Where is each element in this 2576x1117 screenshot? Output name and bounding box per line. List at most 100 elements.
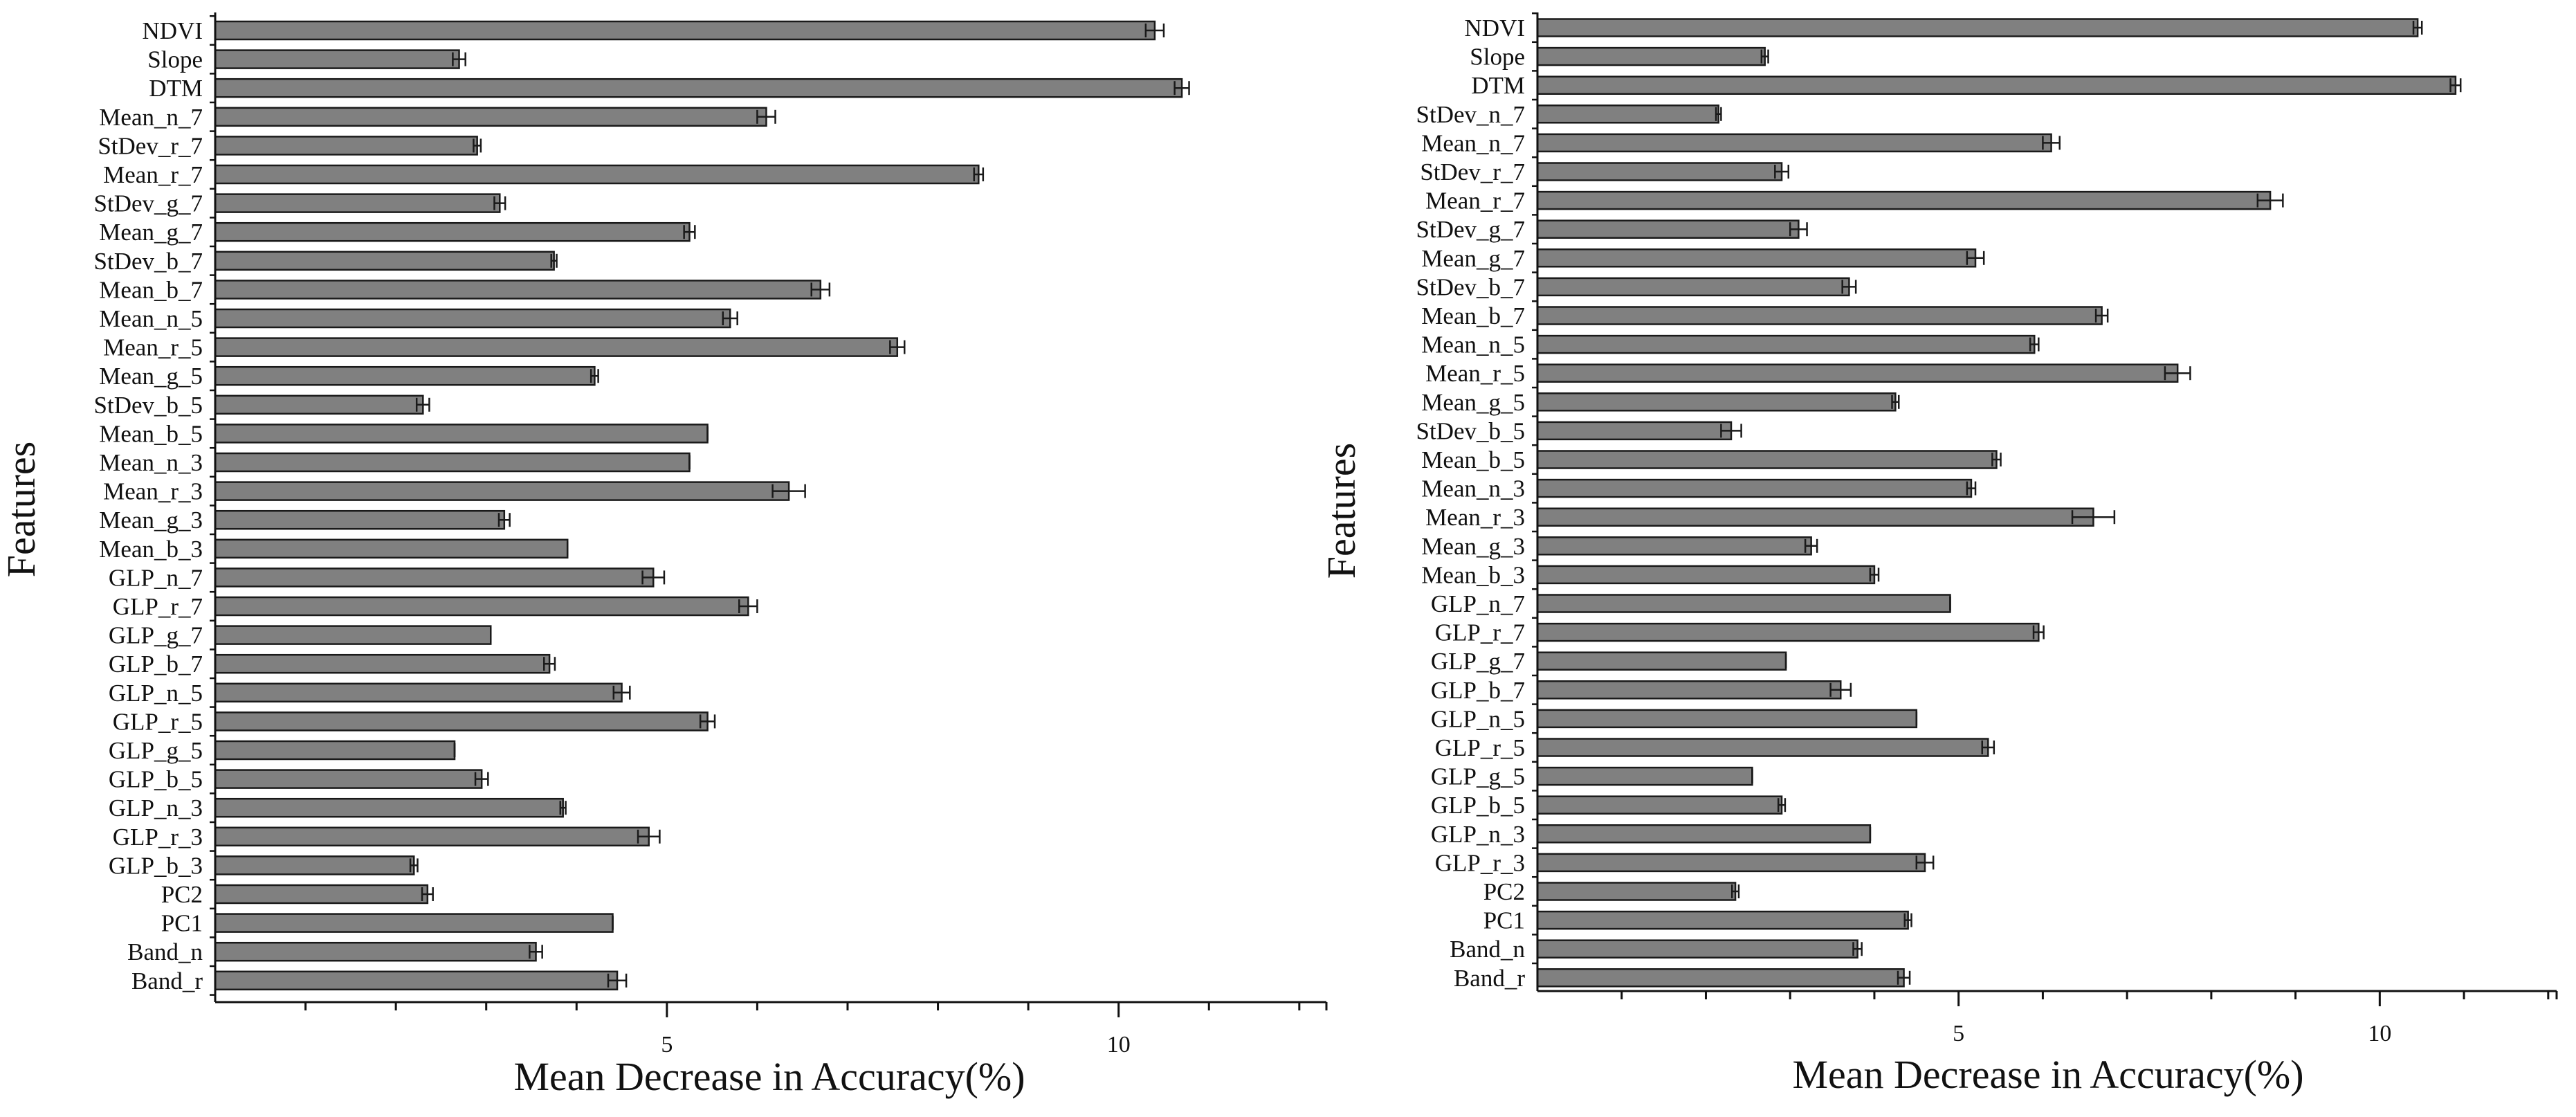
error-bar-GLP_r_5: [699, 714, 716, 729]
error-bar-GLP_r_7: [738, 599, 758, 613]
error-bar-Mean_r_3: [2071, 510, 2116, 525]
feature-label-GLP_n_7: GLP_n_7: [109, 564, 203, 591]
bar-GLP_r_7: [1536, 622, 2040, 642]
error-bar-Band_n: [1852, 942, 1863, 956]
feature-label-Band_n: Band_n: [1450, 936, 1525, 963]
feature-label-StDev_g_7: StDev_g_7: [1416, 216, 1526, 243]
feature-label-StDev_b_7: StDev_b_7: [1416, 273, 1526, 300]
bar-PC1: [214, 913, 614, 933]
bar-StDev_b_7: [1536, 277, 1850, 297]
feature-label-GLP_g_7: GLP_g_7: [1431, 648, 1525, 675]
error-bar-PC2: [1730, 884, 1740, 898]
bar-GLP_r_5: [1536, 738, 1989, 757]
bar-Mean_n_3: [1536, 478, 1973, 498]
error-bar-Mean_g_7: [683, 225, 696, 239]
error-bar-Mean_g_7: [1966, 251, 1985, 265]
bar-Mean_n_5: [214, 308, 731, 329]
bar-GLP_n_5: [1536, 709, 1918, 729]
feature-label-GLP_b_7: GLP_b_7: [1431, 677, 1525, 704]
error-bar-Mean_r_3: [771, 484, 806, 498]
bar-Mean_b_3: [1536, 565, 1876, 585]
error-bar-Mean_r_7: [973, 167, 985, 181]
error-bar-Mean_n_5: [722, 311, 738, 325]
bar-GLP_n_3: [214, 797, 564, 818]
bar-Mean_g_5: [1536, 392, 1897, 412]
feature-label-Mean_r_7: Mean_r_7: [1425, 188, 1525, 215]
chart-panel-1: NDVISlopeDTMMean_n_7StDev_r_7Mean_r_7StD…: [0, 12, 1328, 1099]
error-bar-StDev_g_7: [1789, 222, 1808, 237]
bar-PC1: [1536, 910, 1909, 930]
feature-label-Band_r: Band_r: [131, 968, 203, 995]
error-bar-StDev_b_5: [1720, 424, 1742, 438]
error-bar-Mean_b_7: [2094, 309, 2109, 323]
feature-label-GLP_b_3: GLP_b_3: [109, 852, 203, 879]
bar-GLP_g_5: [214, 740, 456, 761]
error-bar-GLP_r_7: [2032, 625, 2045, 639]
bar-Mean_r_7: [214, 164, 980, 185]
error-bar-NDVI: [2412, 21, 2423, 35]
feature-label-Mean_g_3: Mean_g_3: [99, 507, 203, 534]
feature-label-GLP_b_7: GLP_b_7: [109, 651, 203, 678]
bar-Mean_b_7: [1536, 306, 2103, 325]
bar-Mean_n_7: [214, 107, 767, 127]
error-bar-Slope: [1760, 49, 1769, 64]
error-bar-PC2: [421, 887, 434, 901]
feature-label-DTM: DTM: [149, 75, 203, 102]
bar-Mean_b_3: [214, 538, 569, 559]
feature-label-GLP_g_5: GLP_g_5: [1431, 763, 1525, 790]
bar-StDev_b_5: [1536, 421, 1733, 441]
error-bar-Mean_n_7: [2042, 136, 2061, 150]
feature-label-Slope: Slope: [1470, 44, 1525, 71]
feature-label-Mean_b_7: Mean_b_7: [1421, 302, 1525, 329]
bar-StDev_g_7: [1536, 219, 1800, 239]
error-bar-Band_r: [607, 973, 628, 988]
bar-Band_r: [214, 970, 619, 991]
y-axis-title: Features: [0, 442, 44, 578]
feature-label-PC1: PC1: [161, 910, 203, 937]
feature-label-GLP_r_3: GLP_r_3: [1435, 849, 1525, 876]
error-bar-Mean_n_5: [2029, 337, 2040, 352]
feature-label-Mean_n_5: Mean_n_5: [1421, 332, 1525, 358]
bar-Mean_g_3: [1536, 536, 1812, 556]
error-bar-Mean_g_5: [1891, 394, 1900, 409]
error-bar-StDev_g_7: [493, 196, 506, 210]
feature-label-StDev_r_7: StDev_r_7: [98, 132, 203, 159]
error-bar-GLP_b_5: [1777, 798, 1787, 812]
x-tick-label-10: 10: [2368, 1021, 2391, 1046]
bar-Mean_g_5: [214, 365, 596, 386]
feature-label-Mean_n_7: Mean_n_7: [99, 104, 203, 131]
feature-label-GLP_g_7: GLP_g_7: [109, 622, 203, 649]
feature-label-DTM: DTM: [1471, 72, 1525, 99]
bar-PC2: [1536, 882, 1737, 901]
feature-label-GLP_n_7: GLP_n_7: [1431, 590, 1525, 617]
error-bar-StDev_n_7: [1715, 107, 1722, 121]
bar-Slope: [214, 49, 460, 69]
error-bar-StDev_r_7: [1774, 165, 1790, 179]
feature-label-Mean_b_3: Mean_b_3: [99, 536, 203, 563]
feature-label-GLP_n_5: GLP_n_5: [109, 680, 203, 707]
bar-Mean_g_7: [214, 221, 691, 242]
feature-label-StDev_r_7: StDev_r_7: [1420, 158, 1525, 185]
feature-label-NDVI: NDVI: [1465, 15, 1525, 42]
feature-label-NDVI: NDVI: [143, 17, 203, 44]
bar-Band_n: [1536, 939, 1858, 959]
bar-DTM: [214, 78, 1183, 98]
bar-GLP_b_5: [1536, 795, 1783, 815]
error-bar-Mean_g_5: [590, 369, 599, 383]
bar-Mean_g_3: [214, 509, 506, 530]
bar-Mean_r_3: [214, 481, 790, 501]
feature-label-Mean_b_3: Mean_b_3: [1421, 561, 1525, 588]
x-axis-title: Mean Decrease in Accuracy(%): [513, 1054, 1025, 1099]
error-bar-Mean_b_3: [1869, 567, 1880, 582]
feature-label-GLP_n_3: GLP_n_3: [1431, 821, 1525, 848]
bar-GLP_r_3: [1536, 853, 1926, 873]
error-bar-GLP_b_7: [1829, 682, 1852, 697]
feature-label-Mean_n_3: Mean_n_3: [99, 449, 203, 476]
error-bar-Mean_n_7: [756, 109, 776, 124]
bar-Mean_r_5: [214, 337, 899, 357]
feature-label-Mean_b_5: Mean_b_5: [99, 420, 203, 447]
bar-StDev_b_5: [214, 394, 424, 415]
feature-label-Mean_r_5: Mean_r_5: [1425, 360, 1525, 387]
error-bar-PC1: [1903, 913, 1912, 927]
